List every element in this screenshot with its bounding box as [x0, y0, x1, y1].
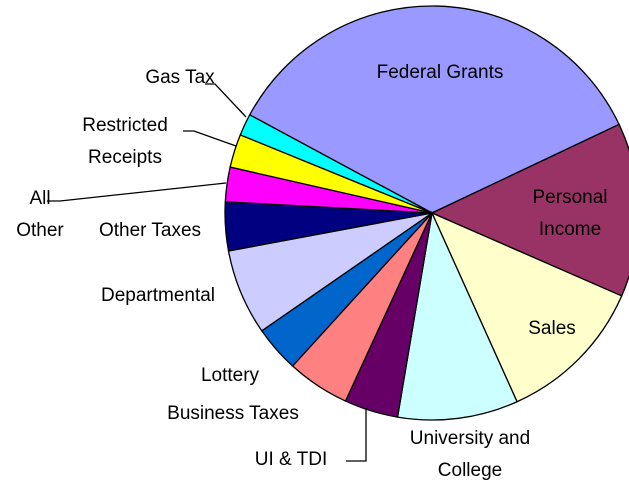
leader-lines [47, 83, 367, 462]
leader-line [346, 408, 367, 462]
leader-line [205, 83, 247, 118]
slice-label: Other Taxes [98, 220, 202, 241]
pie-slice [430, 123, 629, 297]
slices [224, 5, 629, 421]
slice-label: University and College [409, 428, 531, 481]
slice-label: Lottery [200, 365, 260, 386]
slice-label: Gas Tax [145, 67, 215, 88]
slice-label: Personal Income [532, 187, 608, 240]
leader-line [183, 130, 237, 147]
pie-slice [396, 210, 518, 421]
slice-label: Departmental [100, 285, 216, 306]
slice-label: Business Taxes [167, 403, 299, 424]
slice-label: Sales [528, 318, 576, 339]
slice-label: Federal Grants [376, 62, 504, 83]
leader-line [47, 182, 227, 202]
pie-slice [239, 113, 433, 214]
pie-slice [248, 5, 620, 214]
slice-label: UI & TDI [254, 449, 328, 470]
pie-slice [430, 211, 623, 403]
slice-label: All Other [16, 188, 64, 241]
slice-label: Restricted Receipts [82, 115, 168, 168]
